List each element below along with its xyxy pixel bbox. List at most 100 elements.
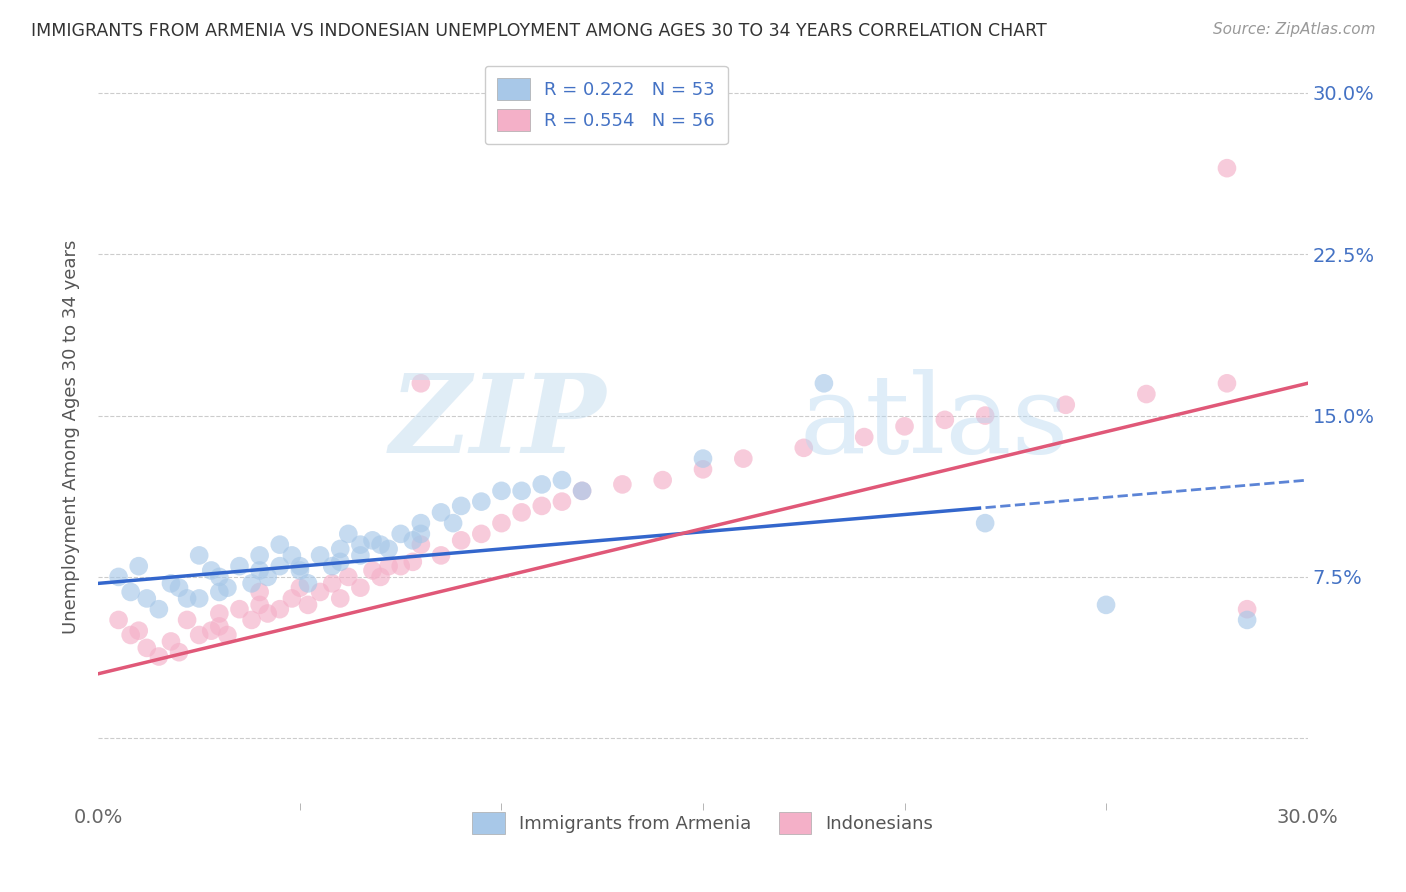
Legend: Immigrants from Armenia, Indonesians: Immigrants from Armenia, Indonesians (461, 801, 945, 845)
Point (135, 591, 157, 606)
Point (120, 585, 142, 599)
Point (160, 634, 183, 648)
Point (612, 477, 634, 491)
Y-axis label: Unemployment Among Ages 30 to 34 years: Unemployment Among Ages 30 to 34 years (62, 240, 80, 634)
Point (128, 559, 150, 574)
Point (240, 576, 263, 591)
Point (361, 564, 384, 578)
Point (377, 559, 399, 574)
Point (571, 483, 593, 498)
Point (228, 559, 250, 574)
Point (217, 628, 239, 642)
Point (370, 538, 392, 552)
Point (249, 598, 271, 612)
Text: atlas: atlas (800, 369, 1070, 476)
Point (1054, 398, 1077, 412)
Point (321, 576, 343, 591)
Point (120, 628, 142, 642)
Point (269, 538, 291, 552)
Point (793, 441, 815, 455)
Point (491, 483, 513, 498)
Point (309, 585, 332, 599)
Point (288, 559, 311, 574)
Text: ZIP: ZIP (389, 368, 606, 476)
Point (188, 628, 211, 642)
Text: Source: ZipAtlas.com: Source: ZipAtlas.com (1212, 22, 1375, 37)
Point (269, 559, 291, 574)
Point (176, 591, 198, 606)
Point (208, 607, 231, 621)
Point (1236, 613, 1258, 627)
Point (208, 570, 231, 584)
Point (377, 541, 399, 556)
Point (281, 549, 304, 563)
Point (321, 559, 343, 574)
Point (329, 541, 352, 556)
Point (402, 533, 425, 548)
Point (1095, 598, 1118, 612)
Point (148, 602, 170, 616)
Point (551, 473, 574, 487)
Point (530, 477, 553, 491)
Point (361, 533, 384, 548)
Point (208, 585, 231, 599)
Point (470, 494, 492, 508)
Point (370, 570, 392, 584)
Point (176, 613, 198, 627)
Point (107, 613, 129, 627)
Point (692, 462, 714, 476)
Point (349, 549, 371, 563)
Point (249, 549, 271, 563)
Point (510, 505, 533, 519)
Point (188, 591, 211, 606)
Point (571, 483, 593, 498)
Point (349, 538, 371, 552)
Point (329, 555, 352, 569)
Point (240, 613, 263, 627)
Point (337, 570, 360, 584)
Point (329, 591, 352, 606)
Point (692, 451, 714, 466)
Point (337, 527, 360, 541)
Point (1135, 387, 1157, 401)
Point (1236, 602, 1258, 616)
Point (441, 516, 464, 530)
Point (167, 645, 190, 659)
Point (349, 581, 371, 595)
Point (450, 533, 472, 548)
Point (1216, 376, 1239, 391)
Point (228, 602, 250, 616)
Point (389, 527, 412, 541)
Point (288, 581, 311, 595)
Point (188, 549, 211, 563)
Point (813, 376, 835, 391)
Point (530, 499, 553, 513)
Point (217, 581, 239, 595)
Point (402, 555, 425, 569)
Point (409, 538, 432, 552)
Text: IMMIGRANTS FROM ARMENIA VS INDONESIAN UNEMPLOYMENT AMONG AGES 30 TO 34 YEARS COR: IMMIGRANTS FROM ARMENIA VS INDONESIAN UN… (31, 22, 1046, 40)
Point (249, 585, 271, 599)
Point (551, 494, 574, 508)
Point (409, 516, 432, 530)
Point (409, 376, 432, 391)
Point (491, 516, 513, 530)
Point (288, 564, 311, 578)
Point (148, 649, 170, 664)
Point (934, 413, 956, 427)
Point (853, 430, 876, 444)
Point (409, 527, 432, 541)
Point (309, 549, 332, 563)
Point (893, 419, 915, 434)
Point (160, 576, 183, 591)
Point (269, 602, 291, 616)
Point (470, 527, 492, 541)
Point (256, 570, 278, 584)
Point (249, 564, 271, 578)
Point (200, 564, 222, 578)
Point (281, 591, 304, 606)
Point (974, 516, 997, 530)
Point (974, 409, 997, 423)
Point (297, 576, 319, 591)
Point (1216, 161, 1239, 176)
